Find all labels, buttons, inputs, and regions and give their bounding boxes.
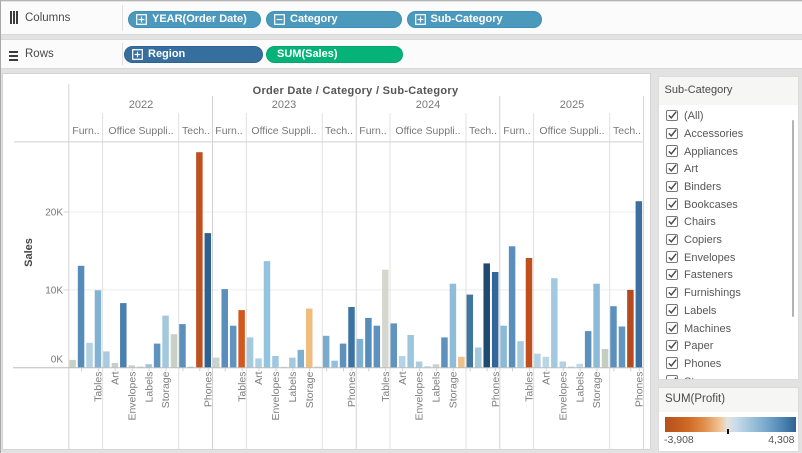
svg-text:Storage: Storage bbox=[304, 371, 316, 408]
svg-text:10K: 10K bbox=[45, 285, 63, 296]
svg-text:Envelopes: Envelopes bbox=[414, 372, 426, 421]
svg-text:Tech..: Tech.. bbox=[325, 125, 353, 137]
svg-text:0K: 0K bbox=[51, 355, 64, 366]
svg-text:Tables: Tables bbox=[380, 372, 392, 402]
svg-text:Office Suppli..: Office Suppli.. bbox=[108, 125, 173, 137]
svg-text:Art: Art bbox=[253, 371, 265, 385]
svg-text:Labels: Labels bbox=[431, 372, 443, 403]
svg-text:Furn..: Furn.. bbox=[72, 125, 99, 137]
svg-text:Storage: Storage bbox=[448, 371, 460, 408]
svg-text:Labels: Labels bbox=[287, 372, 299, 403]
svg-text:Storage: Storage bbox=[591, 371, 603, 408]
svg-text:2022: 2022 bbox=[129, 99, 153, 111]
svg-text:Office Suppli..: Office Suppli.. bbox=[395, 125, 460, 137]
svg-text:Labels: Labels bbox=[574, 372, 586, 403]
svg-text:Art: Art bbox=[541, 371, 553, 385]
svg-text:Envelopes: Envelopes bbox=[126, 372, 138, 421]
svg-text:Phones: Phones bbox=[346, 372, 358, 408]
svg-text:Order Date / Category / Su: Order Date / Category / Sub-Category bbox=[253, 85, 459, 97]
svg-text:2023: 2023 bbox=[272, 99, 296, 111]
svg-text:2024: 2024 bbox=[416, 99, 440, 111]
svg-text:Tables: Tables bbox=[236, 372, 248, 402]
svg-text:Art: Art bbox=[397, 371, 409, 385]
svg-text:Tech..: Tech.. bbox=[613, 125, 641, 137]
svg-text:Phones: Phones bbox=[634, 372, 646, 408]
svg-text:Tables: Tables bbox=[524, 372, 536, 402]
svg-text:2025: 2025 bbox=[560, 99, 584, 111]
svg-text:Phones: Phones bbox=[202, 372, 214, 408]
svg-text:Office Suppli..: Office Suppli.. bbox=[539, 125, 604, 137]
svg-text:Art: Art bbox=[110, 371, 122, 385]
svg-text:Envelopes: Envelopes bbox=[270, 372, 282, 421]
svg-text:Sales: Sales bbox=[23, 238, 35, 267]
svg-text:20K: 20K bbox=[45, 208, 63, 219]
svg-text:Labels: Labels bbox=[143, 372, 155, 403]
svg-text:Tables: Tables bbox=[93, 372, 105, 402]
svg-text:Storage: Storage bbox=[160, 371, 172, 408]
svg-text:Furn..: Furn.. bbox=[503, 125, 530, 137]
svg-text:Tech..: Tech.. bbox=[182, 125, 210, 137]
svg-text:Tech..: Tech.. bbox=[469, 125, 497, 137]
svg-text:Furn..: Furn.. bbox=[215, 125, 242, 137]
svg-text:Office Suppli..: Office Suppli.. bbox=[251, 125, 316, 137]
svg-text:Phones: Phones bbox=[490, 372, 502, 408]
svg-text:Envelopes: Envelopes bbox=[557, 372, 569, 421]
svg-text:Furn..: Furn.. bbox=[359, 125, 386, 137]
